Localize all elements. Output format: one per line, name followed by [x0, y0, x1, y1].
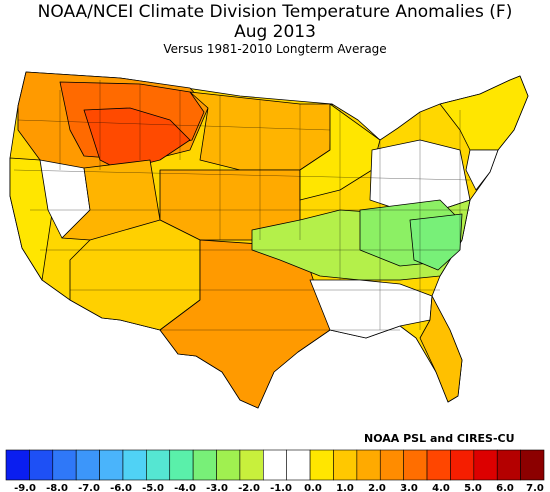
legend-swatch	[29, 449, 54, 481]
region-appalachia	[409, 213, 463, 271]
legend-tick-label: 1.0	[336, 483, 354, 492]
legend-tick-label: -7.0	[78, 483, 100, 492]
legend-swatch	[52, 449, 77, 481]
legend-tick-label: -4.0	[174, 483, 196, 492]
legend-tick-label: -1.0	[270, 483, 292, 492]
legend-tick-label: -6.0	[110, 483, 132, 492]
region-northeast	[439, 75, 529, 151]
region-new-england-white	[465, 149, 499, 191]
legend-swatch	[356, 449, 381, 481]
legend-tick-label: -3.0	[206, 483, 228, 492]
legend-tick-label: 4.0	[432, 483, 450, 492]
legend-swatch	[75, 449, 100, 481]
region-southwest	[69, 219, 201, 331]
legend-swatch	[5, 449, 30, 481]
legend-tick-label: 6.0	[496, 483, 514, 492]
legend-tick-label: -9.0	[14, 483, 36, 492]
data-credit: NOAA PSL and CIRES-CU	[364, 432, 515, 445]
legend-swatch	[216, 449, 241, 481]
legend-swatch	[426, 449, 451, 481]
legend-tick-label: 3.0	[400, 483, 418, 492]
legend-swatch	[473, 449, 498, 481]
legend-swatch	[520, 449, 545, 481]
legend-swatch	[192, 449, 217, 481]
legend-tick-label: -5.0	[142, 483, 164, 492]
legend-tick-label: 7.0	[526, 483, 544, 492]
legend-swatch	[333, 449, 358, 481]
legend-tick-label: -8.0	[46, 483, 68, 492]
legend-tick-label: 0.0	[304, 483, 322, 492]
legend-swatch	[309, 449, 334, 481]
legend-swatch	[403, 449, 428, 481]
region-core-hot	[83, 107, 191, 171]
legend-swatch	[496, 449, 521, 481]
map-title: NOAA/NCEI Climate Division Temperature A…	[37, 2, 513, 22]
legend-swatch	[146, 449, 171, 481]
legend-swatch	[262, 449, 287, 481]
legend-swatch	[450, 449, 475, 481]
legend-swatch	[122, 449, 147, 481]
map-subtitle: Versus 1981-2010 Longterm Average	[163, 42, 387, 56]
region-florida	[419, 295, 463, 403]
legend-tick-label: 5.0	[464, 483, 482, 492]
legend-swatch	[169, 449, 194, 481]
legend-swatch	[379, 449, 404, 481]
map-period: Aug 2013	[234, 22, 316, 42]
legend-swatch	[239, 449, 264, 481]
legend-tick-label: -2.0	[238, 483, 260, 492]
legend-swatch	[99, 449, 124, 481]
legend-tick-label: 2.0	[368, 483, 386, 492]
legend-swatch	[286, 449, 311, 481]
